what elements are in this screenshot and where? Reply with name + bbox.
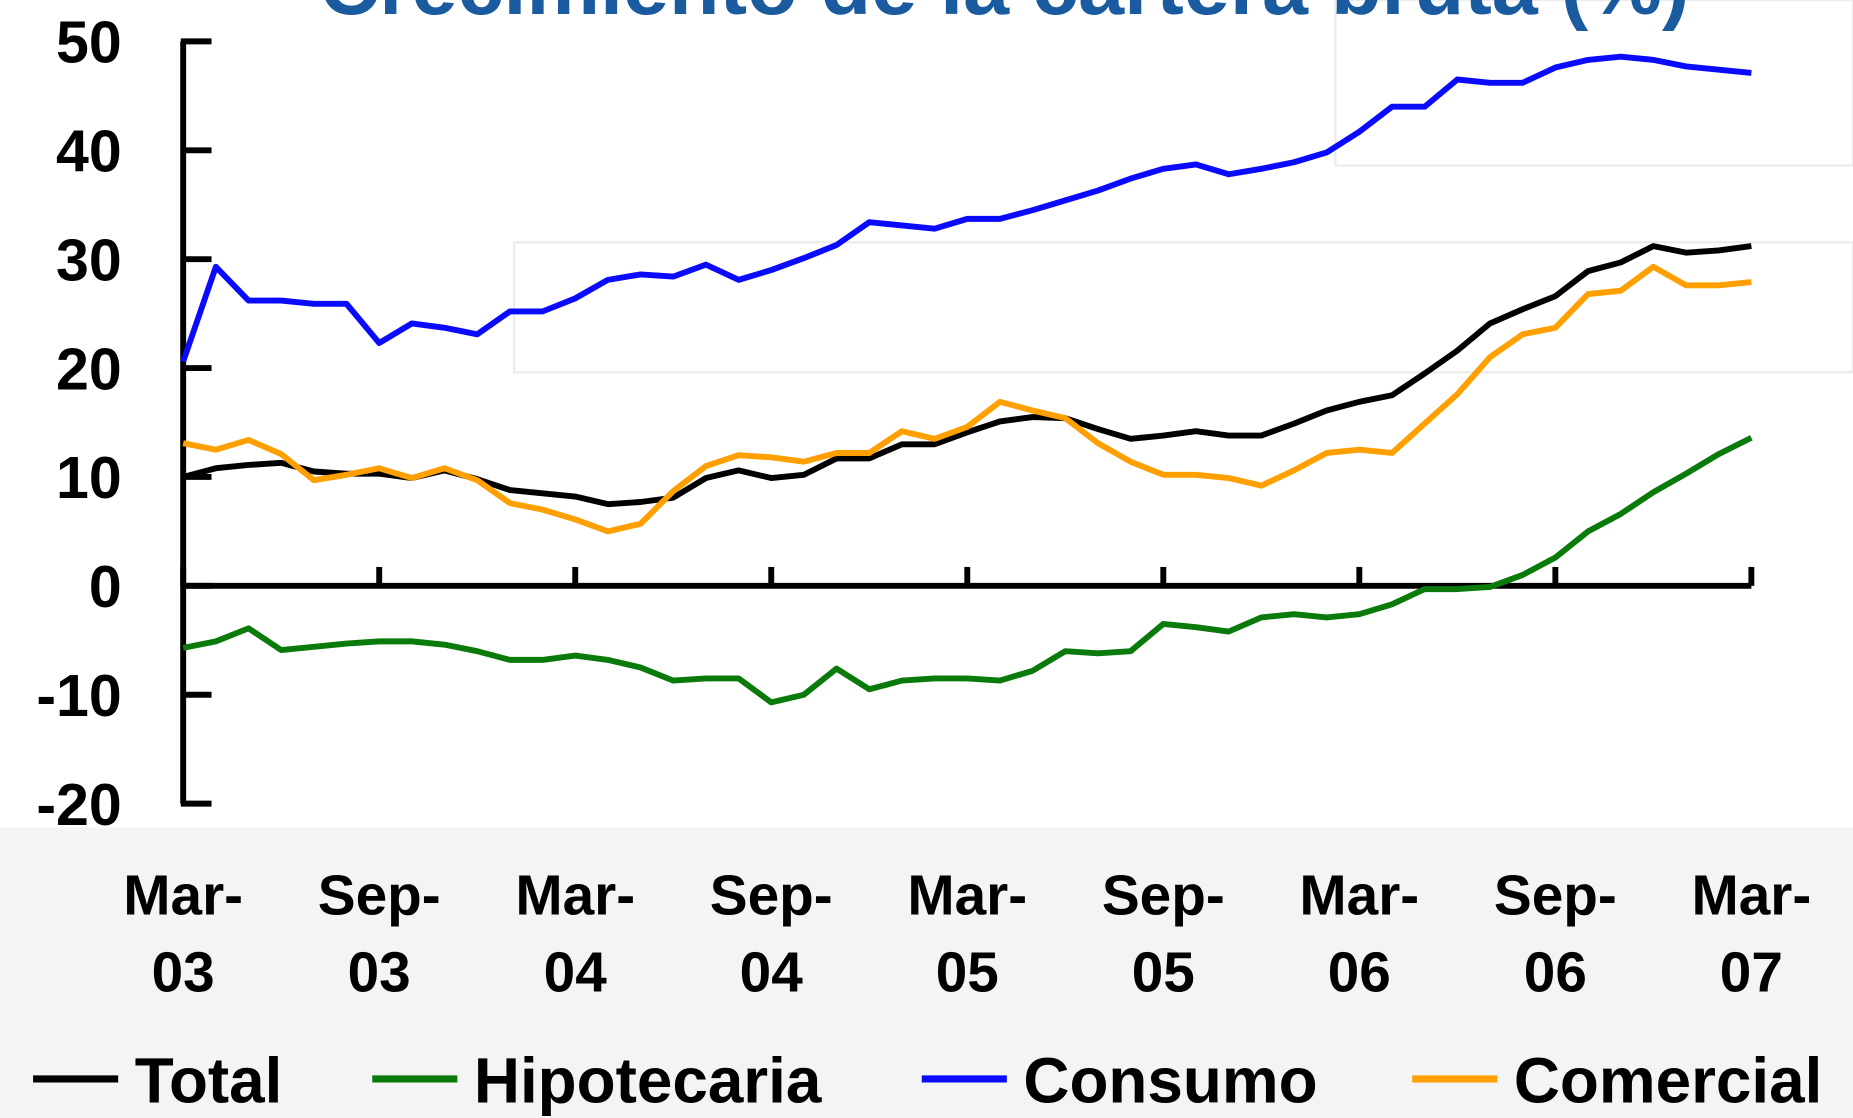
x-tick-label: Mar-07 xyxy=(1691,865,1811,1005)
background-band xyxy=(0,827,1853,1118)
legend-label: Comercial xyxy=(1514,1045,1823,1117)
x-tick-label: Mar-03 xyxy=(123,865,243,1005)
legend-label: Hipotecaria xyxy=(474,1045,822,1117)
line-series xyxy=(182,263,1752,535)
line-series xyxy=(182,435,1753,706)
x-tick-label: Mar-04 xyxy=(515,865,635,1005)
x-tick-label: Mar-06 xyxy=(1299,865,1419,1005)
background-panel xyxy=(1334,0,1853,167)
background-panel xyxy=(512,241,1853,374)
y-tick-label: -20 xyxy=(36,772,121,838)
y-tick-label: -10 xyxy=(36,663,121,729)
chart-title: Crecimiento de la cartera bruta (%) xyxy=(320,0,1690,32)
legend-label: Total xyxy=(135,1045,283,1117)
x-tick-label: Sep-04 xyxy=(710,865,833,1005)
x-tick-label: Sep-06 xyxy=(1494,865,1617,1005)
legend-label: Consumo xyxy=(1023,1045,1317,1117)
line-series xyxy=(180,53,1752,363)
x-tick-label: Sep-05 xyxy=(1102,865,1225,1005)
y-tick-label: 50 xyxy=(56,10,122,76)
x-tick-label: Sep-03 xyxy=(318,865,441,1005)
y-tick-label: 40 xyxy=(56,119,122,185)
y-tick-label: 0 xyxy=(89,554,122,620)
y-tick-label: 20 xyxy=(56,336,122,402)
y-tick-label: 10 xyxy=(56,445,122,511)
x-tick-label: Mar-05 xyxy=(907,865,1027,1005)
y-tick-label: 30 xyxy=(56,227,122,293)
